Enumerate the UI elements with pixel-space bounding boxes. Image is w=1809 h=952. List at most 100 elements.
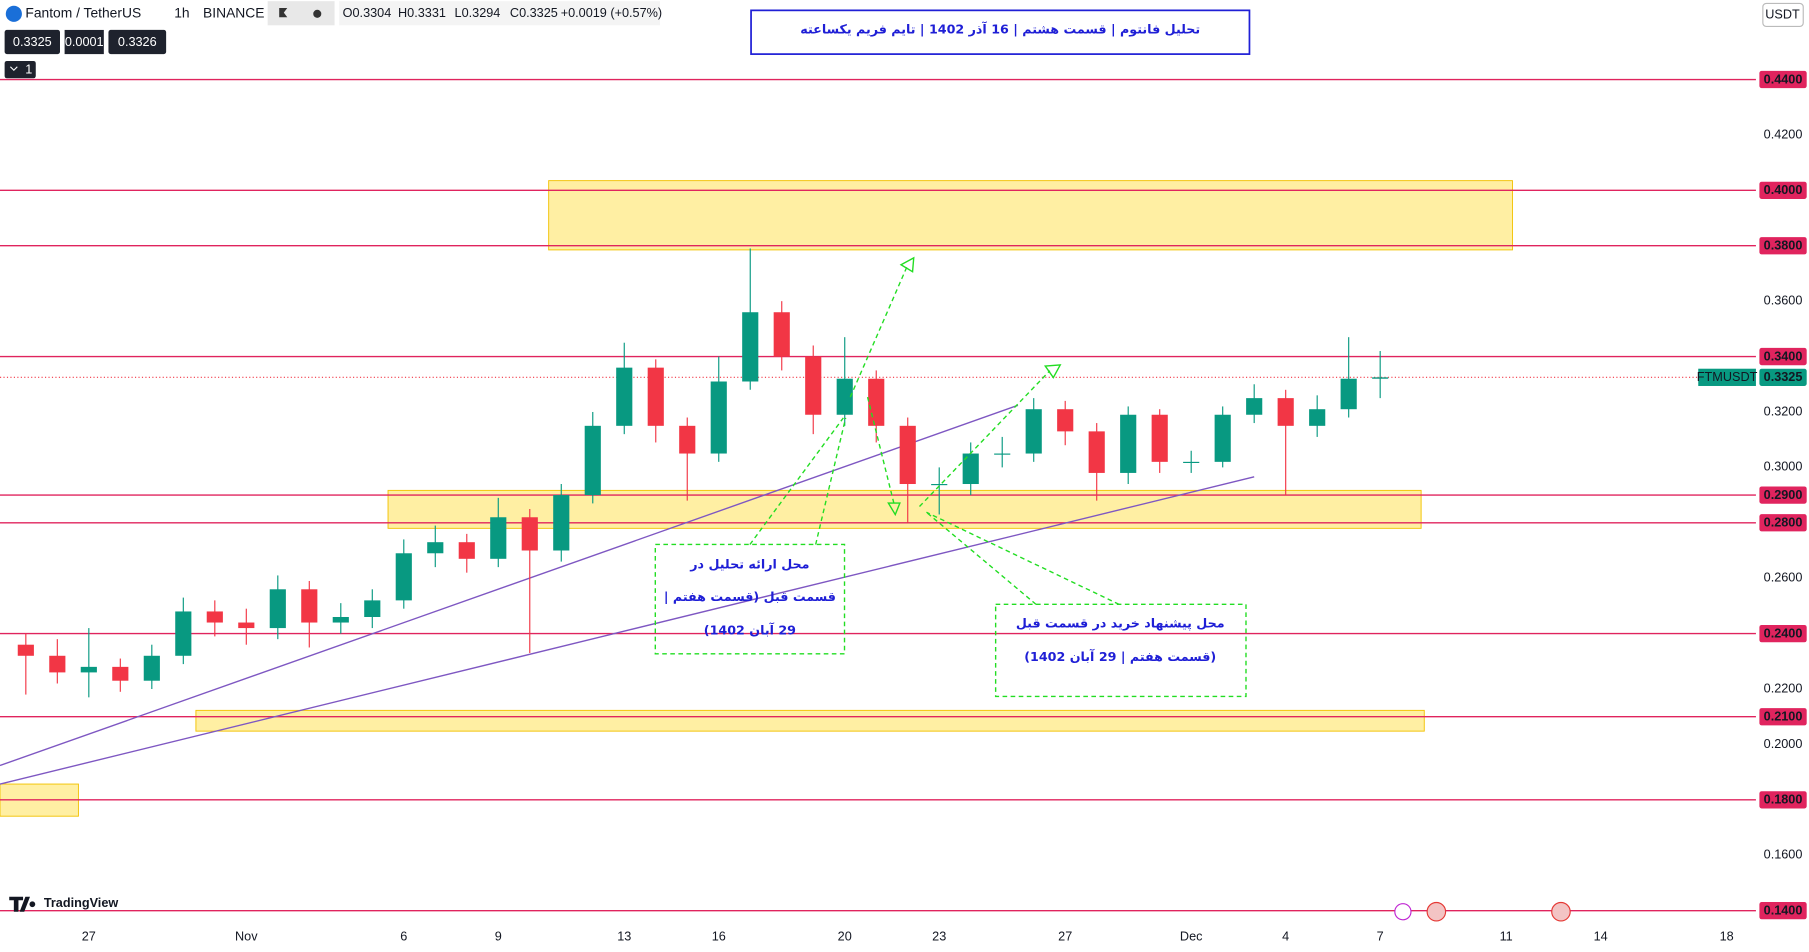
x-tick-label: 18: [1720, 929, 1734, 943]
last-price-label: 0.3325: [1764, 370, 1803, 384]
trendline: [0, 404, 1019, 767]
candle-body: [49, 655, 66, 673]
symbol[interactable]: Fantom / TetherUS: [25, 4, 141, 20]
candle-body: [1246, 398, 1263, 415]
annotation-text: محل پیشنهاد خرید در قسمت قبل: [1016, 615, 1225, 630]
ohlc-change: +0.0019 (+0.57%): [561, 6, 662, 20]
ask-box[interactable]: [108, 29, 167, 55]
level-label-bg: [1759, 181, 1807, 199]
candle-body: [1340, 378, 1357, 410]
level-label: 0.3800: [1764, 239, 1803, 253]
currency[interactable]: USDT: [1765, 7, 1800, 21]
candle-body: [490, 517, 507, 559]
x-tick-label: 14: [1594, 929, 1608, 943]
y-tick-label: 0.2600: [1764, 571, 1803, 585]
y-tick-label: 0.3600: [1764, 294, 1803, 308]
candle-body: [269, 589, 286, 629]
candle-body: [994, 453, 1011, 455]
candle-body: [521, 517, 538, 551]
candle-body: [1088, 431, 1105, 473]
x-tick-label: 7: [1377, 929, 1384, 943]
dot-icon[interactable]: [313, 9, 322, 18]
indicators-count[interactable]: 1: [25, 63, 32, 77]
candle-body: [17, 644, 34, 656]
bid[interactable]: 0.3325: [13, 35, 52, 49]
candle-body: [301, 589, 318, 623]
event-icon[interactable]: [1394, 903, 1412, 921]
candle-body: [364, 600, 381, 617]
x-tick-label: 11: [1500, 929, 1513, 943]
candle-body: [206, 611, 223, 623]
annotation-box: [654, 543, 846, 655]
zone: [195, 709, 1425, 732]
x-tick-label: 4: [1282, 929, 1289, 943]
y-tick-label: 0.3000: [1764, 460, 1803, 474]
candle-body: [710, 381, 727, 454]
currency-button[interactable]: [1762, 2, 1804, 28]
indicators-toggle[interactable]: [4, 61, 36, 79]
bid-box[interactable]: [4, 29, 60, 55]
candle-body: [647, 367, 664, 426]
level-label-bg: [1759, 347, 1807, 366]
chart-title: تحلیل فانتوم | قسمت هشتم | 16 آذر 1402 |…: [800, 21, 1200, 37]
candle-body: [616, 367, 633, 426]
level-label-bg: [1759, 70, 1807, 89]
annotation-arrows: [749, 256, 1120, 605]
level-label-bg: [1759, 708, 1807, 726]
y-tick-label: 0.3200: [1764, 404, 1803, 418]
candle-body: [1309, 409, 1326, 426]
spread: 0.0001: [65, 35, 104, 49]
candle-body: [836, 378, 853, 415]
candle-body: [1057, 409, 1074, 432]
level-label: 0.1400: [1764, 904, 1803, 918]
candle-body: [112, 666, 129, 681]
candle-body: [962, 453, 979, 485]
event-icon[interactable]: [1551, 901, 1571, 922]
level-label: 0.2900: [1764, 488, 1803, 502]
ohlc-open: O0.3304: [343, 6, 392, 20]
candle-body: [395, 553, 412, 601]
interval[interactable]: 1h: [174, 4, 189, 20]
exchange: BINANCE: [203, 4, 264, 20]
annotation-box: [994, 603, 1247, 698]
level-label: 0.2800: [1764, 516, 1803, 530]
level-label: 0.2100: [1764, 710, 1803, 724]
candle-body: [1277, 398, 1294, 426]
x-tick-label: 6: [400, 929, 407, 943]
level-label-bg: [1759, 514, 1807, 532]
y-tick-label: 0.2000: [1764, 737, 1803, 751]
level-label-bg: [1759, 486, 1807, 504]
spread-box: [64, 29, 104, 55]
ohlc-bg: [339, 1, 660, 26]
symbol-tag-bg: [1698, 368, 1756, 386]
candle-body: [1183, 461, 1200, 463]
chevron-icon[interactable]: [9, 66, 18, 72]
annotation-text: محل ارائه تحلیل در: [689, 557, 809, 572]
flag-icon[interactable]: [279, 8, 288, 18]
level-label: 0.4400: [1764, 72, 1803, 86]
event-icon[interactable]: [1426, 901, 1447, 922]
level-label-bg: [1759, 624, 1807, 643]
zone: [548, 180, 1513, 251]
ohlc-high: H0.3331: [398, 6, 446, 20]
candle-body: [1372, 377, 1389, 379]
logo-text: TradingView: [44, 896, 119, 910]
header-bg: [0, 0, 268, 27]
candle-body: [143, 655, 160, 681]
level-label: 0.4000: [1764, 183, 1803, 197]
symbol-icon: [5, 5, 22, 22]
x-tick-label: 16: [712, 929, 726, 943]
level-label: 0.2400: [1764, 627, 1803, 641]
header-icons[interactable]: [267, 1, 335, 26]
candle-body: [427, 542, 444, 554]
candle-body: [175, 611, 192, 656]
candle-body: [1120, 414, 1137, 473]
candle-body: [805, 356, 822, 415]
candle-body: [742, 312, 759, 382]
x-tick-label: 20: [838, 929, 852, 943]
ask[interactable]: 0.3326: [118, 35, 157, 49]
level-label-bg: [1759, 237, 1807, 255]
candle-body: [1214, 414, 1231, 462]
candle-body: [931, 484, 948, 486]
